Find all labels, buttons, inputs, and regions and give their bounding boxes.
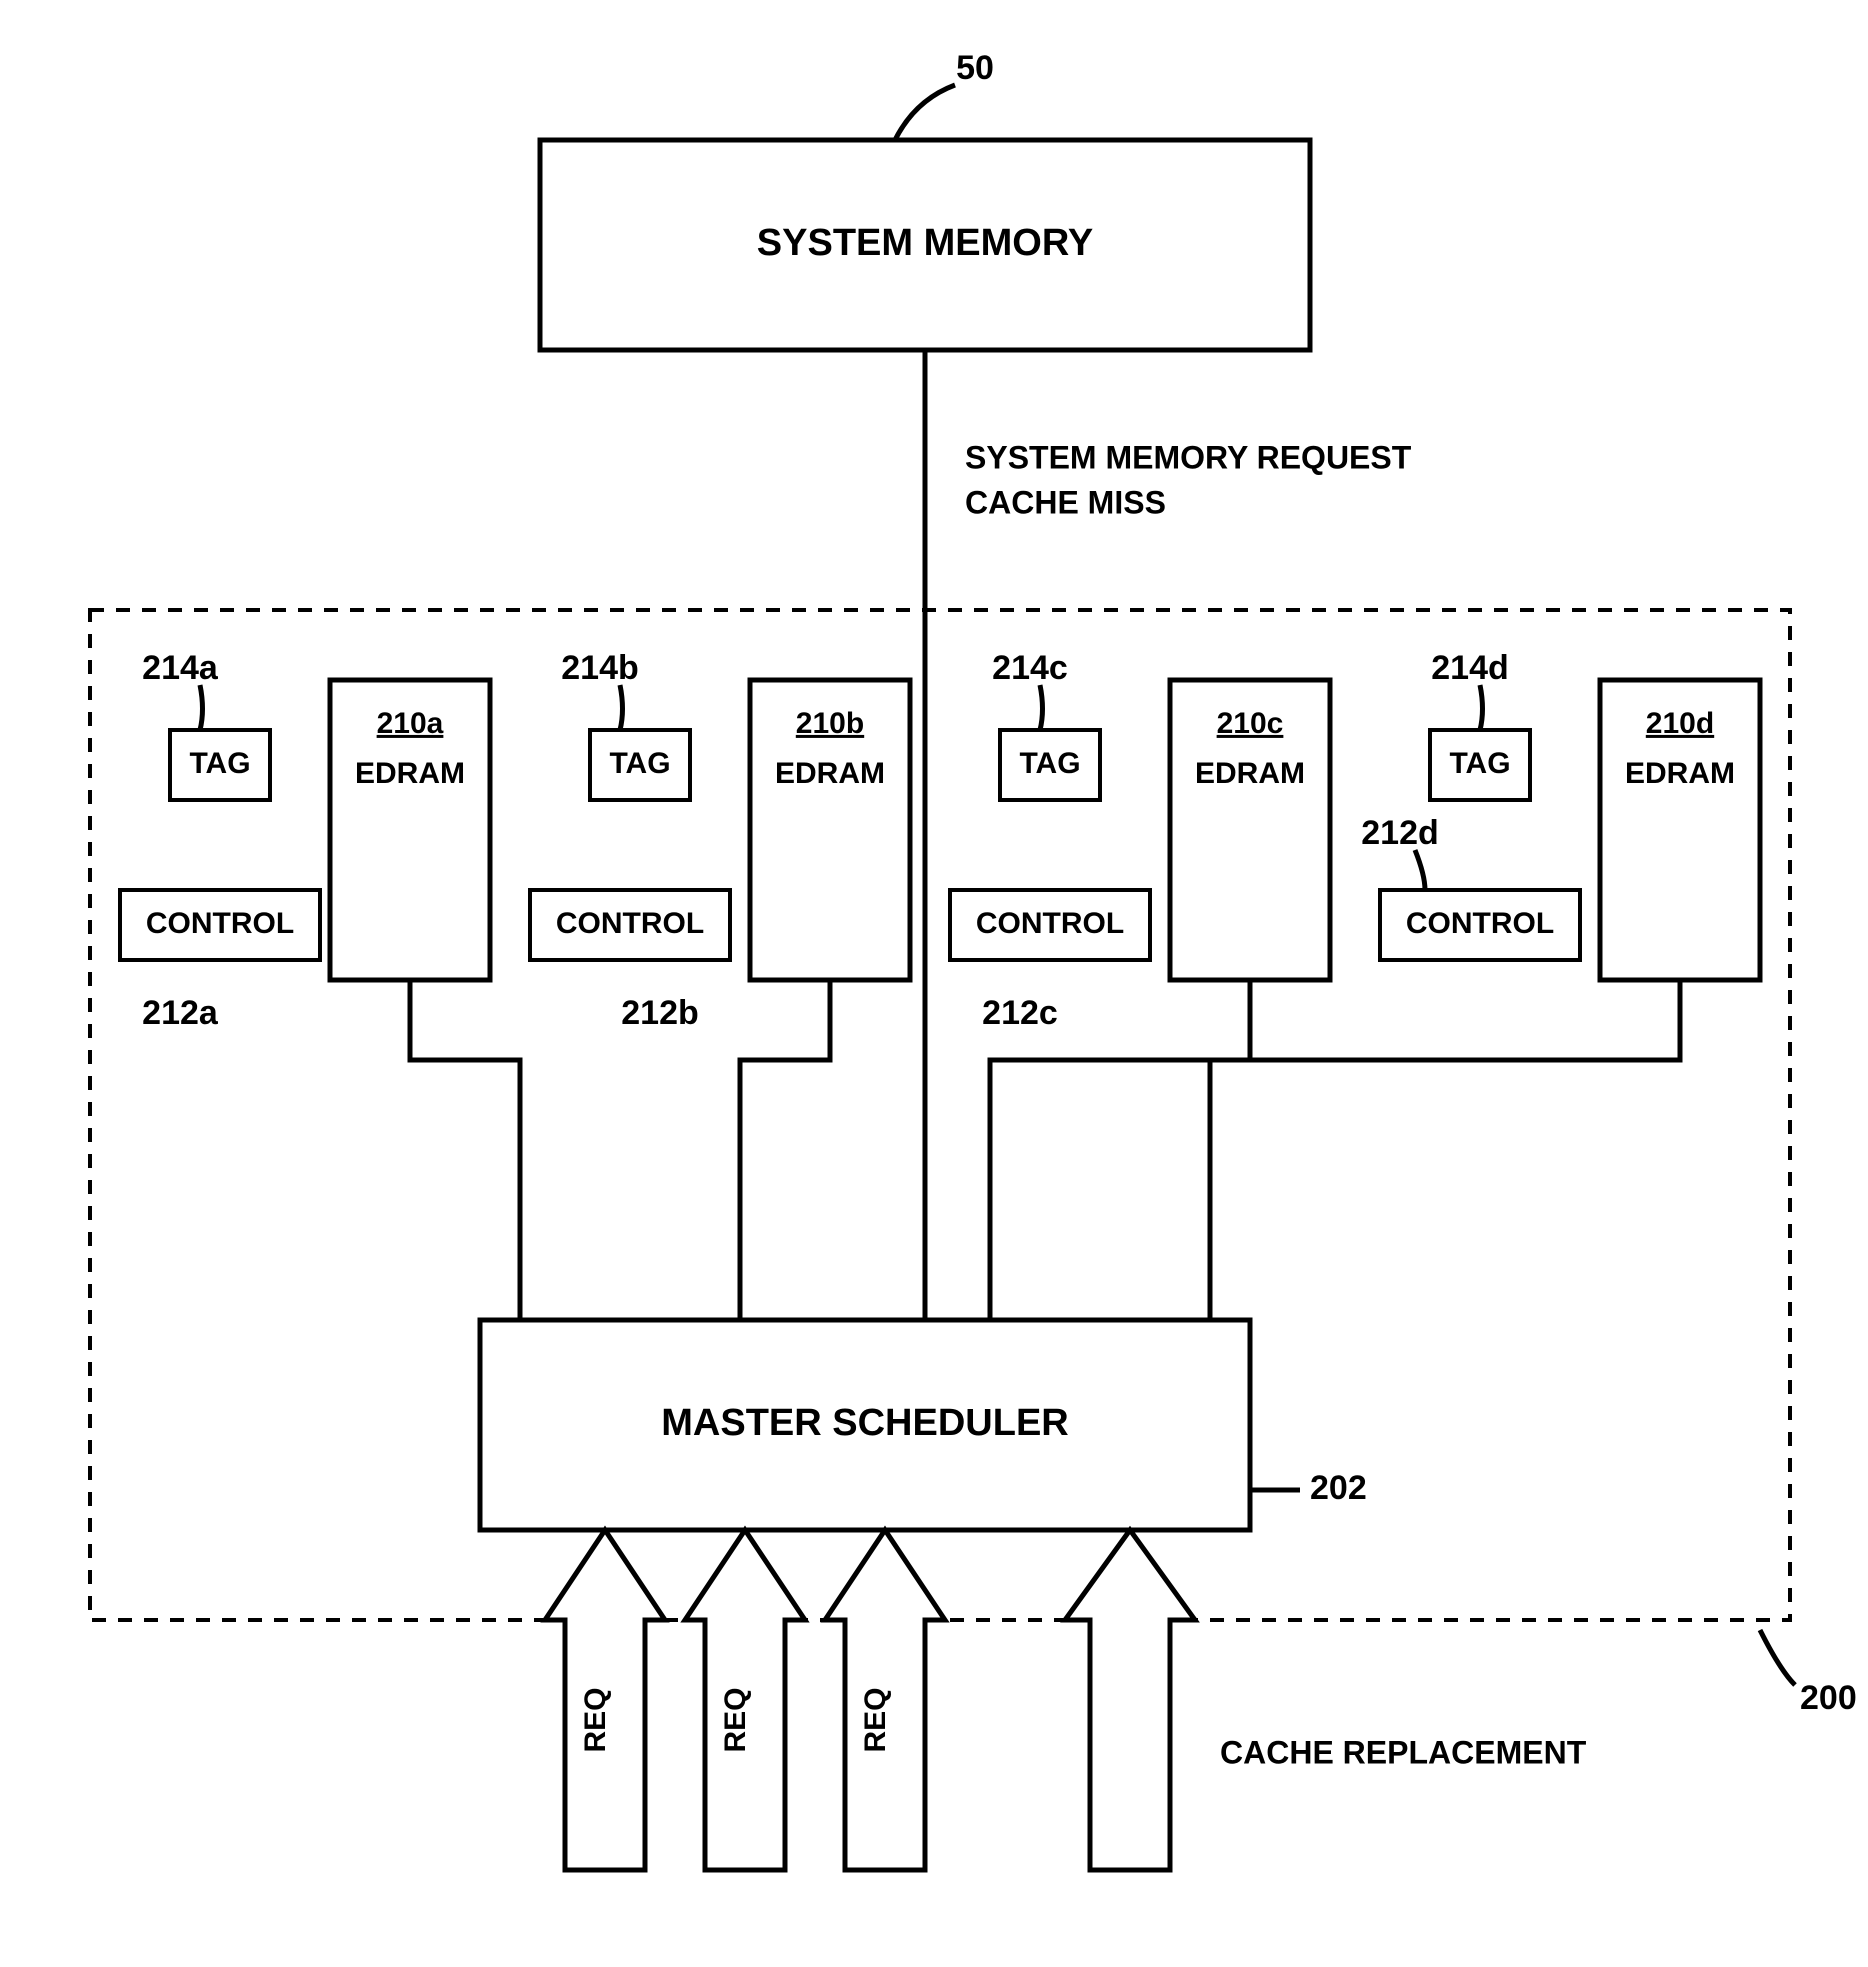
- edram-ref-0: 210a: [377, 707, 444, 740]
- leader-50: [895, 85, 955, 140]
- control-label-0: CONTROL: [146, 907, 294, 940]
- edram-label-3: EDRAM: [1625, 757, 1735, 790]
- edram-ref-1: 210b: [796, 707, 864, 740]
- control-ref-2: 212c: [982, 994, 1058, 1032]
- tag-label-1: TAG: [609, 747, 670, 780]
- system-memory-ref: 50: [956, 49, 994, 87]
- bus-label-2: CACHE MISS: [965, 484, 1166, 520]
- control-ref-1: 212b: [621, 994, 699, 1032]
- cache-replacement-label: CACHE REPLACEMENT: [1220, 1734, 1587, 1770]
- control-label-3: CONTROL: [1406, 907, 1554, 940]
- control-ref-0: 212a: [142, 994, 219, 1032]
- req-label-0: REQ: [579, 1687, 612, 1752]
- tag-label-0: TAG: [189, 747, 250, 780]
- edram-ref-3: 210d: [1646, 707, 1714, 740]
- edram-conn-1: [740, 980, 830, 1320]
- tag-ref-1: 214b: [561, 649, 639, 687]
- bus-label-1: SYSTEM MEMORY REQUEST: [965, 439, 1412, 475]
- leader-214d: [1480, 685, 1483, 730]
- cache-arrow: [1065, 1530, 1195, 1870]
- req-label-2: REQ: [859, 1687, 892, 1752]
- tag-ref-3: 214d: [1431, 649, 1509, 687]
- tag-label-3: TAG: [1449, 747, 1510, 780]
- leader-214b: [620, 685, 623, 730]
- edram-ref-2: 210c: [1217, 707, 1284, 740]
- leader-214c: [1040, 685, 1043, 730]
- leader-212d: [1415, 850, 1425, 890]
- edram-label-1: EDRAM: [775, 757, 885, 790]
- tag-ref-0: 214a: [142, 649, 219, 687]
- control-ref-3: 212d: [1361, 814, 1439, 852]
- control-label-2: CONTROL: [976, 907, 1124, 940]
- edram-label-0: EDRAM: [355, 757, 465, 790]
- leader-214a: [200, 685, 203, 730]
- container-ref: 200: [1800, 1679, 1857, 1717]
- tag-label-2: TAG: [1019, 747, 1080, 780]
- req-label-1: REQ: [719, 1687, 752, 1752]
- scheduler-label: MASTER SCHEDULER: [661, 1402, 1068, 1444]
- edram-label-2: EDRAM: [1195, 757, 1305, 790]
- leader-200: [1760, 1630, 1795, 1685]
- edram-conn-3: [1210, 980, 1680, 1320]
- system-memory-label: SYSTEM MEMORY: [757, 222, 1093, 264]
- control-label-1: CONTROL: [556, 907, 704, 940]
- tag-ref-2: 214c: [992, 649, 1068, 687]
- scheduler-ref: 202: [1310, 1469, 1367, 1507]
- edram-conn-0: [410, 980, 520, 1320]
